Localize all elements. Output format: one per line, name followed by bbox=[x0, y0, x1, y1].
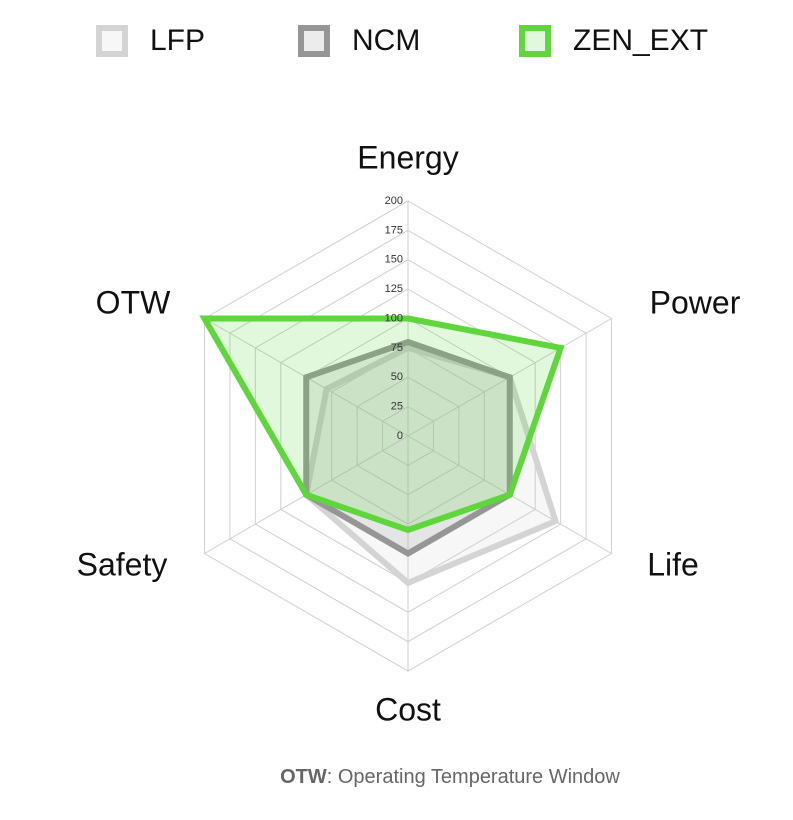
series-area bbox=[199, 315, 565, 534]
r-tick-label: 25 bbox=[391, 401, 403, 413]
legend-marker bbox=[298, 25, 330, 57]
legend-label: LFP bbox=[150, 24, 205, 57]
r-tick-label: 200 bbox=[385, 195, 403, 207]
r-tick-label: 175 bbox=[385, 224, 403, 236]
axis-label: Power bbox=[650, 284, 741, 320]
r-tick-label: 75 bbox=[391, 342, 403, 354]
r-tick-label: 50 bbox=[391, 371, 403, 383]
axis-label: OTW bbox=[96, 284, 171, 320]
series-area bbox=[303, 338, 513, 557]
r-tick-label: 100 bbox=[385, 312, 403, 324]
legend-label: ZEN_EXT bbox=[573, 24, 708, 57]
r-tick-label: 150 bbox=[385, 254, 403, 266]
legend-marker bbox=[96, 25, 128, 57]
footnote-text: : Operating Temperature Window bbox=[327, 766, 621, 788]
r-tick-label: 0 bbox=[397, 430, 403, 442]
axis-label: Cost bbox=[375, 691, 441, 727]
footnote-term: OTW bbox=[280, 766, 327, 788]
axis-label: Life bbox=[647, 546, 699, 582]
axis-label: Safety bbox=[77, 546, 168, 582]
r-tick-label: 125 bbox=[385, 283, 403, 295]
legend-marker bbox=[519, 25, 551, 57]
footnote: OTW: Operating Temperature Window bbox=[280, 766, 620, 788]
axis-label: Energy bbox=[357, 139, 458, 175]
legend-label: NCM bbox=[352, 24, 420, 57]
